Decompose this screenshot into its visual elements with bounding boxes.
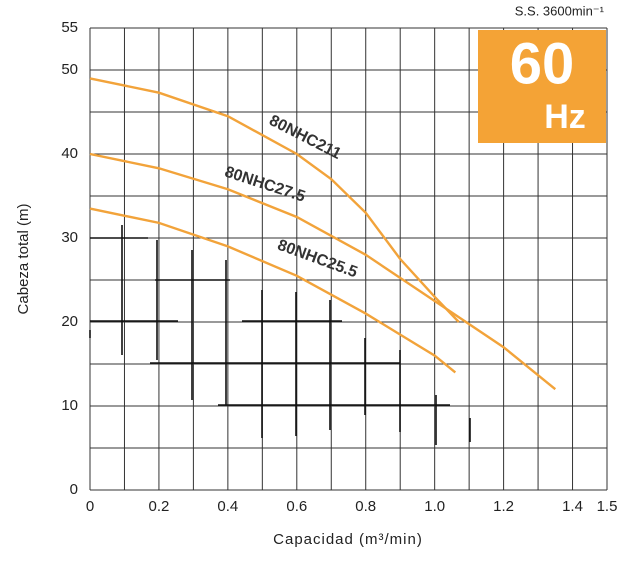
curve-label: 80NHC27.5: [222, 164, 307, 206]
y-tick-label: 30: [61, 229, 78, 246]
frequency-value: 60: [510, 31, 575, 96]
y-axis-label: Cabeza total (m): [15, 204, 32, 315]
y-tick-label: 0: [70, 481, 78, 498]
x-tick-label: 0.4: [217, 498, 238, 515]
scribbles: [89, 225, 471, 445]
curve: [89, 77, 460, 323]
y-tick-label: 10: [61, 397, 78, 414]
x-tick-label: 1.4: [562, 498, 583, 515]
curve: [89, 207, 457, 374]
y-tick-label: 40: [61, 145, 78, 162]
y-tick-label: 50: [61, 61, 78, 78]
x-tick-label: 0.6: [286, 498, 307, 515]
y-tick-label: 55: [61, 19, 78, 36]
x-tick-label: 1.5: [597, 498, 618, 515]
y-tick-label: 20: [61, 313, 78, 330]
x-axis-label: Capacidad (m³/min): [273, 531, 423, 548]
frequency-unit: Hz: [544, 98, 586, 136]
curve-label: 80NHC211: [266, 112, 344, 163]
x-tick-label: 0.8: [355, 498, 376, 515]
frequency-badge: [478, 30, 606, 143]
x-tick-label: 1.2: [493, 498, 514, 515]
x-tick-label: 0: [86, 498, 94, 515]
x-tick-label: 0.2: [149, 498, 170, 515]
curve: [89, 152, 557, 391]
speed-note: S.S. 3600min⁻¹: [515, 3, 605, 18]
x-tick-label: 1.0: [424, 498, 445, 515]
